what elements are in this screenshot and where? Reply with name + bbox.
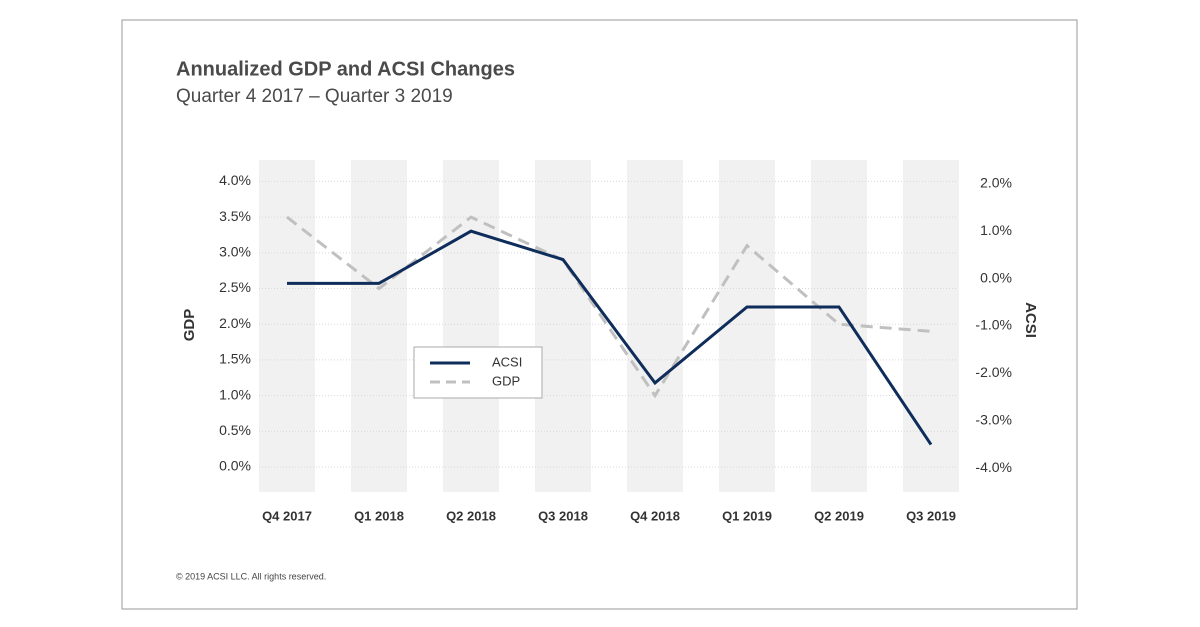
y-tick-label: 4.0% [219,172,251,188]
y-tick-label: 3.5% [219,208,251,224]
chart-title: Annualized GDP and ACSI Changes [176,58,515,80]
y-tick-label: 0.0% [219,458,251,474]
category-band [443,160,499,492]
y-tick-label: 2.0% [219,315,251,331]
x-tick-label: Q2 2018 [446,508,496,523]
y2-tick-label: -1.0% [975,317,1012,333]
x-tick-label: Q3 2019 [906,508,956,523]
y-tick-label: 1.0% [219,386,251,402]
series-line [286,215,932,399]
x-tick-label: Q2 2019 [814,508,864,523]
y2-tick-label: 0.0% [980,269,1012,285]
y2-tick-label: -3.0% [975,412,1012,428]
category-band [259,160,315,492]
category-band [627,160,683,492]
x-tick-label: Q1 2019 [722,508,772,523]
x-tick-label: Q3 2018 [538,508,588,523]
legend-box [413,346,543,399]
category-band [811,160,867,492]
x-tick-label: Q1 2018 [354,508,404,523]
y2-tick-label: -4.0% [975,459,1012,475]
category-band [719,160,775,492]
chart-subtitle: Quarter 4 2017 – Quarter 3 2019 [176,86,453,107]
y-tick-label: 1.5% [219,351,251,367]
y-tick-label: 3.0% [219,244,251,260]
category-band [351,160,407,492]
x-tick-label: Q4 2018 [630,508,680,523]
category-band [903,160,959,492]
y2-tick-label: 2.0% [980,174,1012,190]
legend-label: GDP [492,373,520,388]
y-tick-label: 0.5% [219,422,251,438]
y-axis-label: GDP [181,309,198,342]
footer: © 2019 ACSI LLC. All rights reserved. [176,571,326,581]
legend-label: ACSI [492,354,522,369]
y-tick-label: 2.5% [219,279,251,295]
category-band [535,160,591,492]
y2-tick-label: -2.0% [975,364,1012,380]
x-tick-label: Q4 2017 [262,508,312,523]
series-line [287,229,933,446]
y2-axis-label: ACSI [1022,302,1039,338]
y2-tick-label: 1.0% [980,222,1012,238]
